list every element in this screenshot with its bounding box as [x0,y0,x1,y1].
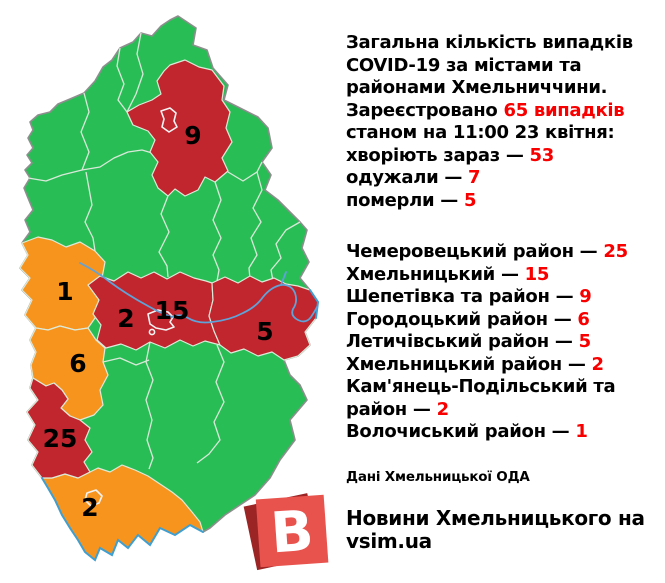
logo-letter: В [269,499,316,567]
district-count: 6 [577,308,590,330]
sick-now-value: 53 [529,144,555,166]
district-row: Шепетівка та район — 9 [346,286,660,309]
summary-line: COVID-19 за містами та [346,54,582,76]
map-region-horodok [29,325,109,421]
recovered-value: 7 [468,167,481,188]
summary-line: Загальна кількість випадків [346,32,633,53]
summary-line: Зареєстровано 65 випадків [346,99,625,121]
summary-line: районами Хмельниччини. [346,77,608,98]
district-name: Чемеровецький район — [346,241,604,262]
district-row: Волочиський район — 1 [346,421,660,444]
map-label-khmelnytskyi-raion: 2 [117,304,134,333]
map-label-khmelnytskyi-city: 15 [155,296,190,325]
district-row: Летичівський район — 5 [346,331,660,354]
vsim-logo: В [243,485,333,577]
district-count: 1 [575,421,588,442]
map-region-chemerivtsi [26,377,93,479]
district-row: Чемеровецький район — 25 [346,241,660,264]
logo-front-square [255,494,329,568]
district-name: Волочиський район — [346,421,576,442]
river [79,262,318,324]
district-count: 2 [591,353,605,375]
map-label-shepetivka: 9 [184,121,201,150]
died-value: 5 [463,189,477,211]
footer-text: Новини Хмельницького на vsim.ua [346,506,645,553]
summary-line: померли — 5 [346,189,477,211]
map-label-kamianets: 2 [81,493,98,522]
district-name: Городоцький район — [346,308,578,330]
total-cases-value: 65 випадків [503,99,625,121]
summary-line: станом на 11:00 23 квітня: [346,122,615,143]
district-row: Городоцький район — 6 [346,309,660,332]
district-count: 5 [578,331,592,352]
district-list: Чемеровецький район — 25 Хмельницький — … [346,241,660,444]
map-label-horodok: 6 [69,349,86,378]
summary-block: Загальна кількість випадків COVID-19 за … [346,32,660,212]
district-name: Хмельницький — [346,263,525,285]
district-row: Кам'янець-Подільський та район — 2 [346,376,660,421]
river-branch [280,271,287,286]
map-region-letychiv [208,275,319,361]
map-region-shepetivka [126,59,233,197]
district-name: Хмельницький район — [346,353,592,375]
district-name: Летичівський район — [346,331,579,352]
data-source-note: Дані Хмельницької ОДА [346,469,530,485]
district-name: Шепетівка та район — [346,286,580,307]
summary-line: одужали — 7 [346,167,481,188]
district-count: 15 [524,263,550,285]
district-name: Кам'янець-Подільський та район — [346,376,616,420]
summary-line: хворіють зараз — 53 [346,144,555,166]
map-label-volochysk: 1 [56,277,73,306]
oblast-map: 9 1 2 15 5 6 25 2 [19,15,320,562]
district-row: Хмельницький — 15 [346,264,660,287]
map-label-letychiv: 5 [256,317,273,346]
district-count: 2 [436,398,450,420]
map-label-chemerivtsi: 25 [43,424,78,453]
district-row: Хмельницький район — 2 [346,354,660,377]
district-count: 25 [603,241,628,262]
city-enclaves [84,107,178,507]
dnister-border [41,477,204,562]
east-water-border [309,289,320,319]
district-count: 9 [579,286,592,307]
